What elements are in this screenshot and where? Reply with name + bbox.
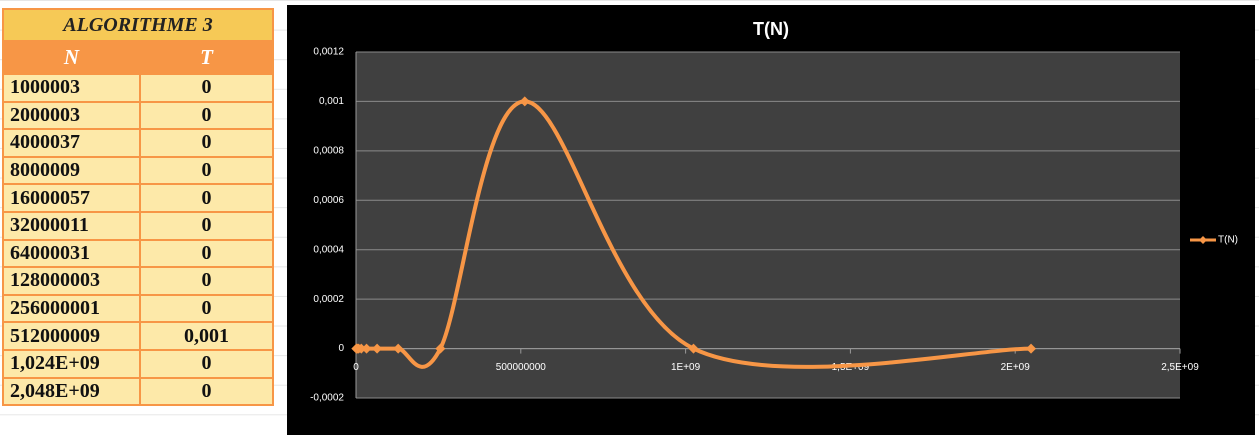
x-tick-label: 2,5E+09 <box>1161 362 1199 373</box>
table-cell: 0 <box>139 238 274 269</box>
table-cell: 0 <box>139 348 274 379</box>
table-cell: 1000003 <box>2 73 141 103</box>
table-row: 256000001 0 <box>2 293 274 324</box>
y-tick-label: 0,0004 <box>313 244 344 255</box>
table-cell: 0 <box>139 73 274 103</box>
y-tick-label: 0 <box>338 343 344 354</box>
table-cell: 32000011 <box>2 210 141 241</box>
point-marker <box>688 343 699 354</box>
y-tick-label: -0,0002 <box>310 393 344 404</box>
table-cell: 512000009 <box>2 321 141 351</box>
x-tick-label: 500000000 <box>496 362 546 373</box>
point-marker <box>519 96 530 107</box>
y-tick-label: 0,0006 <box>313 195 344 206</box>
table-row: 2,048E+09 0 <box>2 376 274 407</box>
table-row: 128000003 0 <box>2 266 274 296</box>
table-cell: 2,048E+09 <box>2 376 141 407</box>
y-tick-label: 0,0008 <box>313 145 344 156</box>
table-cell: 0 <box>139 293 274 324</box>
table-cell: 0 <box>139 100 274 131</box>
table-row: 1000003 0 <box>2 73 274 103</box>
x-tick-label: 1E+09 <box>671 362 701 373</box>
table-row: 1,024E+09 0 <box>2 348 274 379</box>
table-cell: 16000057 <box>2 183 141 213</box>
table-cell: 256000001 <box>2 293 141 324</box>
table-row: 64000031 0 <box>2 238 274 269</box>
y-tick-label: 0,0012 <box>313 47 344 58</box>
table-row: 4000037 0 <box>2 128 274 158</box>
table-row: 32000011 0 <box>2 210 274 241</box>
table-cell: 128000003 <box>2 266 141 296</box>
table-cell: 0 <box>139 183 274 213</box>
point-marker <box>372 343 383 354</box>
table-body: 1000003 0 2000003 0 4000037 0 8000009 0 16000057… <box>2 73 274 407</box>
y-tick-label: 0,001 <box>319 96 344 107</box>
x-tick-label: 0 <box>353 362 359 373</box>
x-tick-label: 2E+09 <box>1001 362 1031 373</box>
column-header: N <box>2 40 141 75</box>
table-cell: 1,024E+09 <box>2 348 141 379</box>
table-row: 512000009 0,001 <box>2 321 274 351</box>
table-cell: 64000031 <box>2 238 141 269</box>
table-cell: 0 <box>139 128 274 158</box>
y-tick-label: 0,0002 <box>313 294 344 305</box>
plot-area <box>356 52 1180 398</box>
legend-label: T(N) <box>1218 235 1238 246</box>
table-cell: 8000009 <box>2 155 141 186</box>
table-cell: 4000037 <box>2 128 141 158</box>
point-marker <box>361 343 372 354</box>
table-row: 8000009 0 <box>2 155 274 186</box>
table-cell: 2000003 <box>2 100 141 131</box>
x-tick-label: 1,5E+09 <box>832 362 870 373</box>
data-table: ALGORITHME 3 N T 1000003 0 2000003 0 4000037… <box>2 8 274 407</box>
point-marker <box>356 343 367 354</box>
table-cell: 0 <box>139 210 274 241</box>
table-row: 16000057 0 <box>2 183 274 213</box>
table-cell: 0 <box>139 266 274 296</box>
table-cell: 0 <box>139 155 274 186</box>
column-header: T <box>139 40 274 75</box>
point-marker <box>435 343 446 354</box>
table-row: 2000003 0 <box>2 100 274 131</box>
chart: T(N) -0,0002 0 0,0002 0,0004 0,0006 0,0008 0,0… <box>287 5 1255 435</box>
legend-marker <box>1199 236 1207 244</box>
chart-title: T(N) <box>753 19 789 39</box>
point-marker <box>393 343 404 354</box>
point-marker <box>1026 343 1037 354</box>
table-title: ALGORITHME 3 <box>2 8 274 42</box>
table-cell: 0 <box>139 376 274 407</box>
table-cell: 0,001 <box>139 321 274 351</box>
